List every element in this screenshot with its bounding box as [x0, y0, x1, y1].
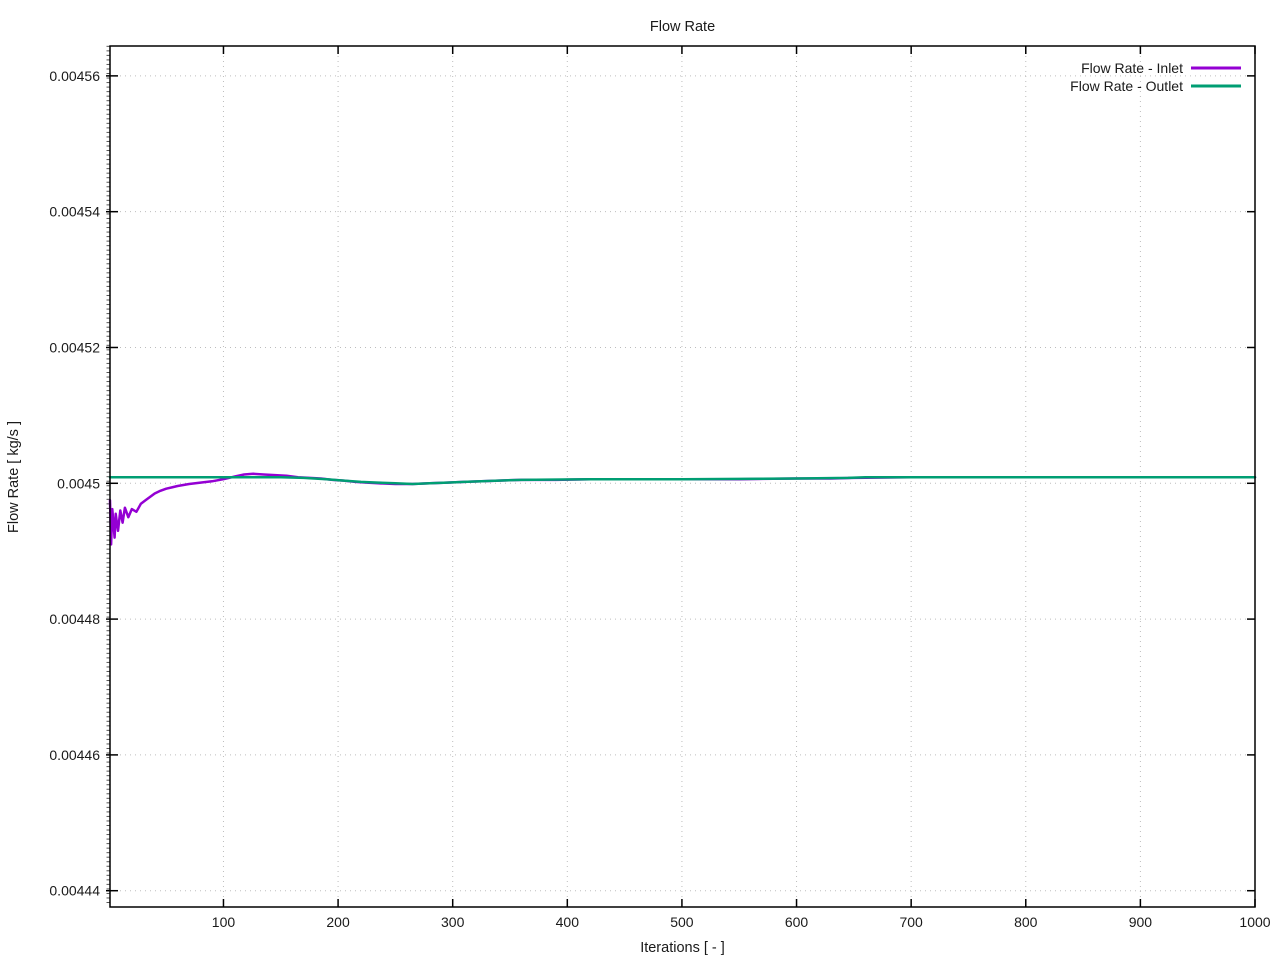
x-tick-label: 500 — [670, 914, 694, 930]
y-tick-label: 0.00454 — [49, 204, 100, 220]
legend-label-inlet: Flow Rate - Inlet — [1081, 60, 1183, 76]
x-tick-label: 600 — [785, 914, 809, 930]
series-line-inlet — [108, 472, 1257, 546]
legend: Flow Rate - Inlet Flow Rate - Outlet — [1070, 60, 1241, 94]
x-axis-label: Iterations [ - ] — [640, 940, 725, 956]
y-tick-label: 0.00452 — [49, 339, 100, 355]
x-tick-label: 800 — [1014, 914, 1038, 930]
x-tick-label: 1000 — [1239, 914, 1270, 930]
tick-labels: 100 200 300 400 500 600 700 800 900 1000 0.00444 0.… — [49, 68, 1270, 930]
x-tick-label: 100 — [212, 914, 236, 930]
plot-border — [109, 45, 1256, 908]
data-series — [108, 472, 1257, 546]
y-tick-label: 0.00446 — [49, 747, 100, 763]
x-tick-label: 400 — [556, 914, 580, 930]
y-axis-label: Flow Rate [ kg/s ] — [6, 421, 22, 534]
legend-label-outlet: Flow Rate - Outlet — [1070, 78, 1183, 94]
x-tick-label: 700 — [899, 914, 923, 930]
x-tick-label: 300 — [441, 914, 465, 930]
y-tick-label: 0.00448 — [49, 611, 100, 627]
y-tick-label: 0.00444 — [49, 883, 100, 899]
x-tick-label: 200 — [326, 914, 350, 930]
chart-title: Flow Rate — [649, 19, 716, 35]
series-line-outlet — [108, 475, 1257, 486]
y-tick-label: 0.0045 — [57, 475, 100, 491]
y-tick-label: 0.00456 — [49, 68, 100, 84]
x-tick-label: 900 — [1129, 914, 1153, 930]
